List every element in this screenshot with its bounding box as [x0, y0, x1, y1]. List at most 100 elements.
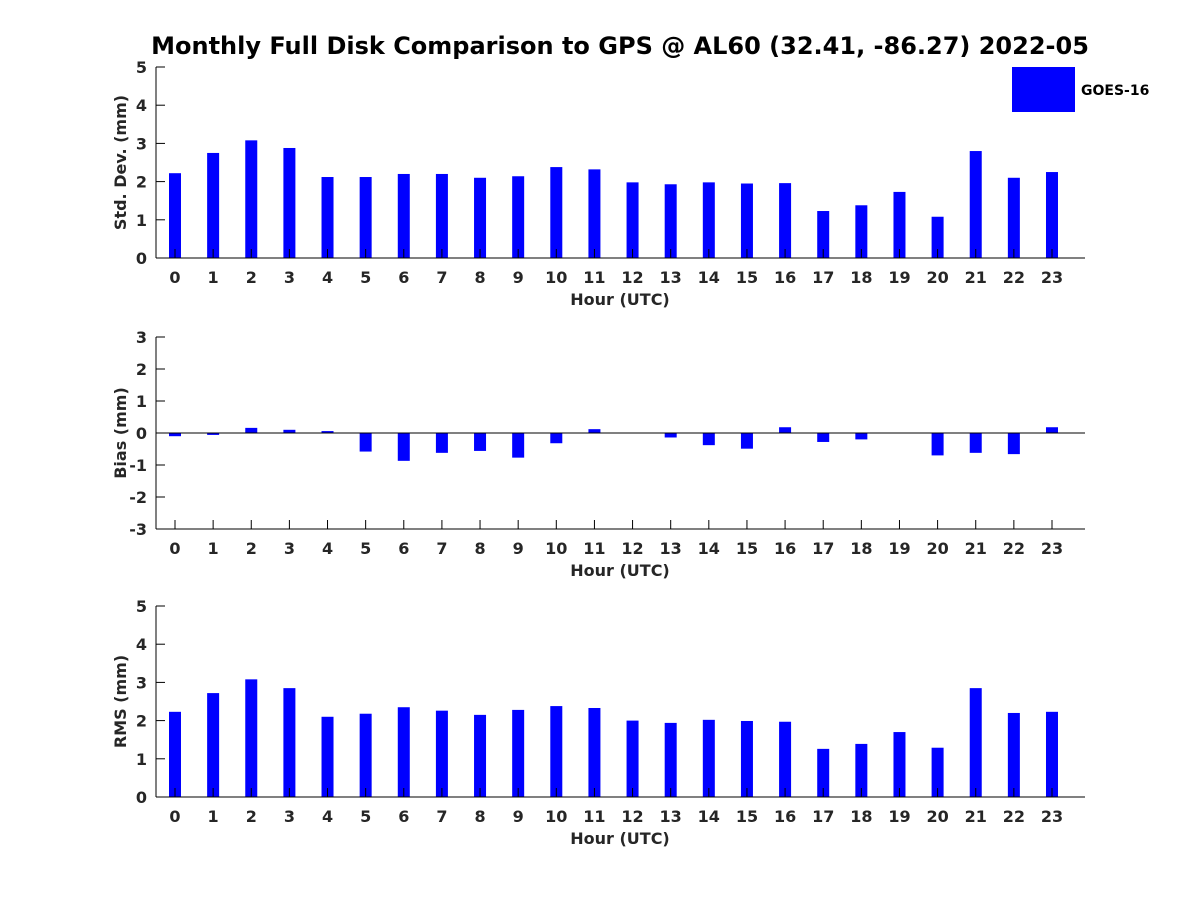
bar-rms-hour-16 [779, 721, 792, 797]
x-tick-label: 14 [698, 539, 720, 558]
bar-std-dev-hour-20 [931, 216, 944, 258]
bar-std-dev-hour-5 [359, 177, 372, 258]
x-tick-label: 6 [398, 268, 409, 287]
bar-bias-hour-11 [588, 429, 601, 433]
y-tick-label: 2 [136, 173, 147, 192]
bar-bias-hour-17 [817, 433, 830, 442]
y-tick-label: 0 [136, 424, 147, 443]
x-tick-label: 1 [208, 539, 219, 558]
x-tick-label: 8 [474, 268, 485, 287]
bar-bias-hour-7 [435, 433, 448, 453]
x-tick-label: 9 [513, 268, 524, 287]
x-tick-label: 21 [965, 539, 987, 558]
x-tick-label: 13 [660, 807, 682, 826]
y-axis-label: RMS (mm) [111, 655, 130, 748]
x-tick-label: 4 [322, 807, 333, 826]
x-tick-label: 2 [246, 807, 257, 826]
bar-std-dev-hour-14 [702, 182, 715, 258]
x-tick-label: 20 [926, 807, 948, 826]
bar-std-dev-hour-17 [817, 211, 830, 258]
x-tick-label: 1 [208, 268, 219, 287]
bar-rms-hour-5 [359, 713, 372, 797]
x-tick-label: 2 [246, 268, 257, 287]
x-tick-label: 6 [398, 807, 409, 826]
x-tick-label: 11 [583, 807, 605, 826]
x-tick-label: 4 [322, 268, 333, 287]
bar-rms-hour-10 [550, 706, 563, 797]
x-axis-label: Hour (UTC) [570, 829, 670, 848]
y-tick-label: 0 [136, 788, 147, 807]
bar-rms-hour-3 [283, 688, 296, 797]
bar-rms-hour-4 [321, 716, 334, 797]
y-tick-label: -1 [129, 456, 147, 475]
x-tick-label: 0 [169, 268, 180, 287]
x-tick-label: 10 [545, 268, 567, 287]
bar-rms-hour-22 [1007, 712, 1020, 797]
bar-bias-hour-6 [397, 433, 410, 461]
y-tick-label: 1 [136, 750, 147, 769]
x-tick-label: 4 [322, 539, 333, 558]
x-tick-label: 7 [436, 268, 447, 287]
bar-std-dev-hour-1 [207, 152, 220, 258]
y-tick-label: 1 [136, 392, 147, 411]
bar-std-dev-hour-0 [169, 173, 181, 258]
x-tick-label: 12 [621, 268, 643, 287]
x-tick-label: 15 [736, 807, 758, 826]
bar-rms-hour-7 [435, 710, 448, 797]
bar-bias-hour-13 [664, 433, 677, 438]
x-tick-label: 16 [774, 539, 796, 558]
x-tick-label: 9 [513, 807, 524, 826]
bar-rms-hour-6 [397, 707, 410, 797]
bar-bias-hour-8 [474, 433, 487, 451]
x-tick-label: 20 [926, 268, 948, 287]
x-axis-label: Hour (UTC) [570, 290, 670, 309]
y-tick-label: 4 [136, 635, 147, 654]
y-axis-label: Bias (mm) [111, 387, 130, 479]
bar-rms-hour-13 [664, 722, 677, 797]
bar-bias-hour-4 [321, 431, 334, 433]
bar-bias-hour-5 [359, 433, 372, 452]
y-tick-label: 2 [136, 712, 147, 731]
bar-std-dev-hour-2 [245, 140, 258, 258]
bar-rms-hour-23 [1045, 711, 1058, 797]
bar-std-dev-hour-13 [664, 184, 677, 258]
bar-rms-hour-15 [740, 720, 753, 797]
bar-bias-hour-21 [969, 433, 982, 453]
bar-bias-hour-18 [855, 433, 868, 440]
bar-bias-hour-23 [1045, 427, 1058, 433]
bar-rms-hour-2 [245, 679, 258, 797]
bar-bias-hour-1 [207, 433, 220, 435]
x-tick-label: 23 [1041, 807, 1063, 826]
x-tick-label: 17 [812, 807, 834, 826]
x-tick-label: 7 [436, 539, 447, 558]
y-tick-label: 3 [136, 673, 147, 692]
x-tick-label: 6 [398, 539, 409, 558]
y-tick-label: 4 [136, 96, 147, 115]
bar-std-dev-hour-10 [550, 167, 563, 258]
y-axis-label: Std. Dev. (mm) [111, 95, 130, 230]
x-tick-label: 7 [436, 807, 447, 826]
x-tick-label: 10 [545, 539, 567, 558]
bar-std-dev-hour-3 [283, 147, 296, 258]
y-tick-label: 1 [136, 211, 147, 230]
bar-bias-hour-14 [702, 433, 715, 446]
x-tick-label: 12 [621, 807, 643, 826]
x-tick-label: 9 [513, 539, 524, 558]
x-tick-label: 11 [583, 268, 605, 287]
x-tick-label: 21 [965, 268, 987, 287]
bar-bias-hour-2 [245, 427, 258, 433]
x-tick-label: 19 [888, 807, 910, 826]
bar-std-dev-hour-22 [1007, 177, 1020, 258]
x-tick-label: 22 [1003, 807, 1025, 826]
x-tick-label: 19 [888, 539, 910, 558]
x-tick-label: 0 [169, 807, 180, 826]
bar-rms-hour-14 [702, 719, 715, 797]
x-tick-label: 16 [774, 268, 796, 287]
bar-std-dev-hour-16 [779, 183, 792, 258]
bar-rms-hour-20 [931, 747, 944, 797]
bar-rms-hour-21 [969, 688, 982, 797]
